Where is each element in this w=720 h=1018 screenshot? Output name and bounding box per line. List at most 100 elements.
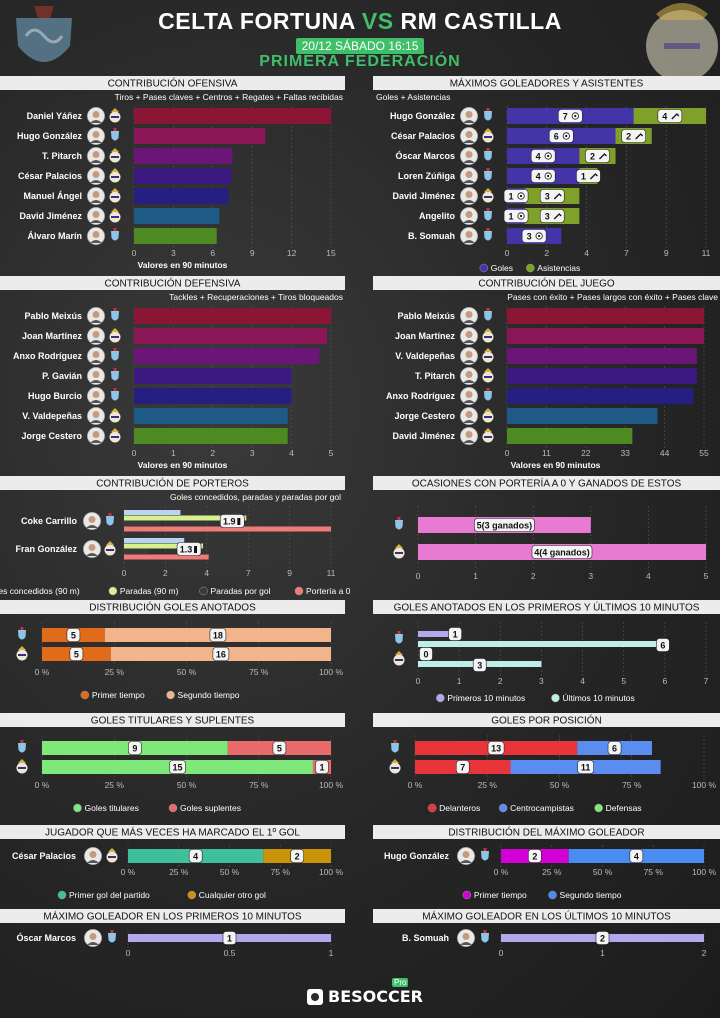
avatar-shirt [90,120,102,123]
legend: Goles Asistencias [479,263,580,273]
bar [134,148,233,164]
celta-crest-icon [111,348,119,361]
badge-box [69,647,84,661]
x-axis: 0 2 4 7 9 11 [505,106,711,258]
real-madrid-crest-icon [482,328,494,343]
badge-value: 4 [634,852,639,862]
panel-header: MÁXIMOS GOLEADORES Y ASISTENTES [373,76,720,90]
x-axis-label: Valores en 90 minutos [138,260,228,270]
panel-juego: CONTRIBUCIÓN DEL JUEGO Pases con éxito + … [373,276,720,470]
badge-value: 2 [600,934,605,944]
legend-label: Últimos 10 minutos [562,693,634,703]
player-name: Anxo Rodríguez [13,351,82,361]
legend-item: Goles concedidos (90 m) [0,586,80,596]
x-tick-label: 0 [505,248,510,258]
x-tick-label: 0 [126,948,131,958]
player-avatar [87,127,105,145]
avatar-shirt [460,942,472,945]
ratio-bar [124,521,160,526]
first10-bar [418,631,460,637]
celta-crest-shape [481,933,489,943]
date-row: 20/12 SÁBADO 16:15 [0,37,720,55]
badge-box [474,518,535,532]
x-tick-label: 1 [329,948,334,958]
legend-label: Goles [491,263,513,273]
value-badge: 3 [472,658,487,672]
clean-sheet-bar [124,526,331,532]
celta-crest-shape [111,131,119,141]
saves-bar [124,515,247,521]
real-crest-band [111,176,119,178]
legend-swatch [548,890,557,900]
player-name: V. Valdepeñas [395,351,455,361]
panel-subtitle: Pases con éxito + Pases largos con éxito… [507,292,718,302]
badge-value: 3 [477,661,482,671]
avatar-face [92,171,100,178]
x-axis: 0 % 25 % 50 % 75 % 100 % [494,845,716,877]
value-badge: 7 [455,760,470,774]
legend-label: Defensas [606,803,642,813]
x-tick-label: 3 [250,448,255,458]
celta-crest-cross [397,517,401,520]
celta-crest-icon [108,930,116,943]
value-badge: 2 [585,149,610,163]
player-avatar [87,187,105,205]
x-tick-label: 25 % [169,867,189,877]
value-badge: 1 [503,209,529,223]
avatar-shirt [90,180,102,183]
x-tick-label: 25 % [478,780,498,790]
celta-crest-cross [110,930,114,933]
real-madrid-crest-icon [393,651,405,666]
value-badge: 1 [503,189,529,203]
real-madrid-crest-icon [389,759,401,774]
panel-defensiva: CONTRIBUCIÓN DEFENSIVA Tackles + Recupera… [0,276,345,470]
x-tick-label: 0 [132,448,137,458]
badge-value: 11 [581,763,591,773]
player-name: Jorge Cestero [394,411,455,421]
brand-label: BESOCCER [328,987,423,1006]
avatar-face [465,371,473,378]
panel-max10first: MÁXIMO GOLEADOR EN LOS PRIMEROS 10 MINUT… [0,909,345,958]
badge-box [212,647,230,661]
value-badge: 2 [290,849,304,863]
celta-crest-shape [484,211,492,221]
x-tick-label: 11 [327,568,336,578]
real-madrid-crest-icon [109,428,121,443]
panel-header-bg [0,909,345,923]
legend-item: Cualquier otro gol [187,890,266,900]
legend-label: Primer tiempo [92,690,145,700]
player-avatar [87,367,105,385]
avatar-face [92,191,100,198]
avatar-shirt [90,140,102,143]
legend: Primer tiempo Segundo tiempo [462,890,622,900]
celta-crest-cross [483,930,487,933]
legend-swatch [594,803,603,813]
badge-value: 3 [545,192,550,202]
x-axis: 0 1 2 3 4 5 [416,506,709,581]
panel-header: GOLES ANOTADOS EN LOS PRIMEROS Y ÚLTIMOS… [373,600,720,614]
celta-crest-icon [18,740,26,753]
badge-value: 5 [74,650,79,660]
avatar-shirt [463,180,475,183]
badge-value: 15 [172,763,182,773]
real-crest-crown [111,428,119,432]
player-name: Álvaro Marín [27,231,82,241]
avatar-face [465,331,473,338]
legend-label: Goles suplentes [180,803,241,813]
legend-label: Primer tiempo [474,890,527,900]
player-name: Fran González [15,544,77,554]
bar [134,428,288,444]
badge-value: 1 [509,192,514,202]
badge-value: 1 [453,630,458,640]
panel-title: CONTRIBUCIÓN OFENSIVA [108,77,238,90]
value-badge: 0 [419,647,433,661]
real-madrid-crest-icon [109,328,121,343]
celta-crest-icon [484,388,492,401]
panel-primergol: JUGADOR QUE MÁS VECES HA MARCADO EL 1º G… [0,825,345,900]
legend-label: Cualquier otro gol [199,890,266,900]
ball-icon-patch [538,234,541,238]
panel-header: JUGADOR QUE MÁS VECES HA MARCADO EL 1º G… [0,825,345,839]
celta-crest-shape [391,743,399,753]
value-badge: 1 [222,931,237,945]
